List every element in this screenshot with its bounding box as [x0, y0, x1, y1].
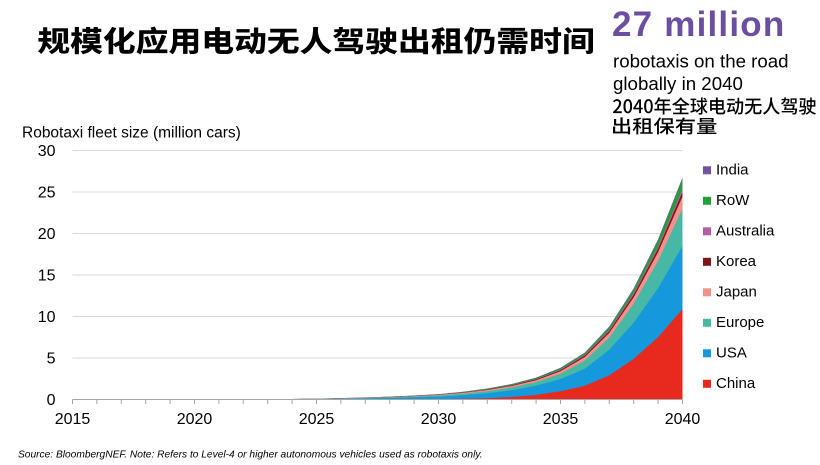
svg-text:globally in 2040: globally in 2040 [613, 73, 743, 94]
svg-text:Europe: Europe [716, 314, 764, 331]
svg-text:0: 0 [47, 392, 56, 409]
svg-text:15: 15 [38, 267, 56, 284]
svg-text:2020: 2020 [177, 411, 213, 428]
svg-text:Japan: Japan [716, 284, 757, 301]
svg-text:robotaxis on the road: robotaxis on the road [613, 51, 789, 72]
svg-text:Korea: Korea [716, 253, 757, 270]
svg-text:2015: 2015 [55, 411, 91, 428]
svg-text:RoW: RoW [716, 192, 750, 209]
svg-text:20: 20 [38, 226, 56, 243]
svg-text:5: 5 [47, 350, 56, 367]
svg-text:USA: USA [716, 345, 747, 362]
svg-text:India: India [716, 162, 749, 179]
svg-text:30: 30 [38, 143, 56, 160]
svg-text:Robotaxi fleet size (million c: Robotaxi fleet size (million cars) [22, 125, 241, 142]
svg-text:2035: 2035 [543, 411, 579, 428]
svg-text:Australia: Australia [716, 223, 775, 240]
svg-text:25: 25 [38, 184, 56, 201]
svg-text:2030: 2030 [421, 411, 457, 428]
svg-text:China: China [716, 375, 756, 392]
svg-text:27 million: 27 million [612, 5, 785, 44]
svg-text:2025: 2025 [299, 411, 335, 428]
svg-text:2040: 2040 [665, 411, 701, 428]
svg-text:10: 10 [38, 309, 56, 326]
svg-text:Source: BloombergNEF. Note: Re: Source: BloombergNEF. Note: Refers to Le… [18, 450, 483, 461]
